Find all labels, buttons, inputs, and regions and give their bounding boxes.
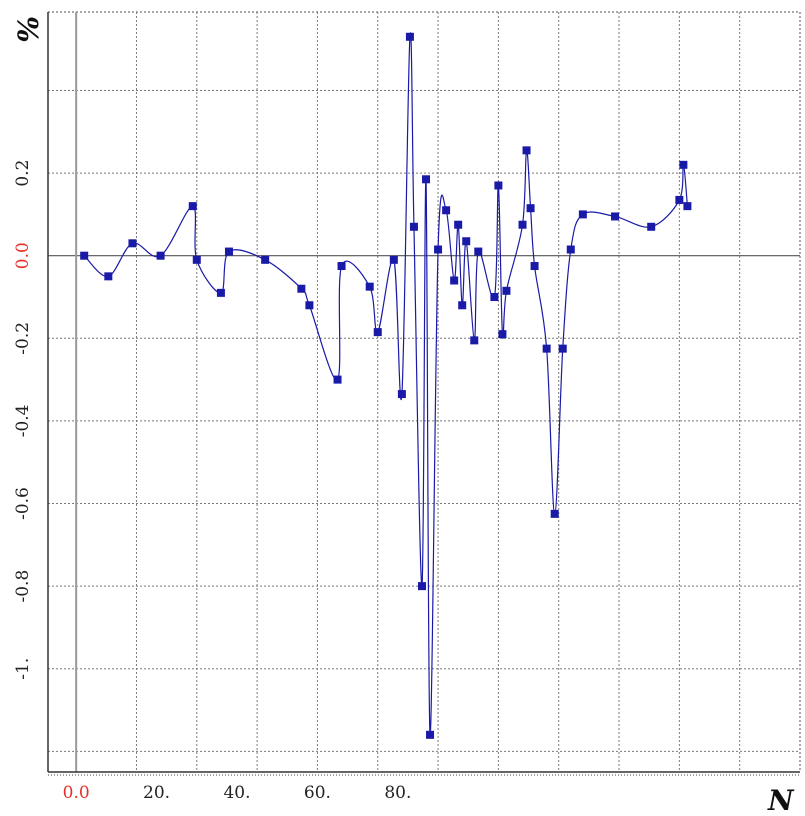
y-tick-label: -1. xyxy=(13,658,33,680)
data-point-marker xyxy=(104,272,113,281)
data-point-marker xyxy=(679,160,688,169)
y-tick-label: 0.0 xyxy=(13,242,33,269)
axes xyxy=(47,12,800,776)
data-point-marker xyxy=(458,301,467,310)
data-point-marker xyxy=(333,375,342,384)
series-layer xyxy=(80,32,692,739)
y-axis-label: % xyxy=(12,16,45,43)
data-point-marker xyxy=(426,730,435,739)
data-point-marker xyxy=(550,509,559,518)
data-point-marker xyxy=(530,262,539,271)
data-point-marker xyxy=(675,195,684,204)
data-point-marker xyxy=(417,582,426,591)
y-tick-label: 0.2 xyxy=(13,160,33,187)
y-tick-label: -0.8 xyxy=(13,570,33,603)
x-tick-label: 40. xyxy=(223,783,250,803)
series-line xyxy=(83,32,688,736)
data-point-marker xyxy=(522,146,531,155)
data-point-marker xyxy=(470,336,479,345)
data-point-marker xyxy=(578,210,587,219)
x-tick-label: 80. xyxy=(384,783,411,803)
tick-labels: 0.0 20. 40. 60. 80. 0.2 0.0 -0.2 -0.4 -0.6 -0.8 -1. xyxy=(13,160,411,803)
data-point-marker xyxy=(683,202,692,211)
x-tick-label: 20. xyxy=(143,783,170,803)
data-point-marker xyxy=(365,282,374,291)
data-point-marker xyxy=(128,239,137,248)
data-point-marker xyxy=(156,251,165,260)
data-point-marker xyxy=(474,247,483,256)
data-point-marker xyxy=(611,212,620,221)
data-point-marker xyxy=(434,245,443,254)
data-point-marker xyxy=(494,181,503,190)
data-point-marker xyxy=(337,262,346,271)
data-point-marker xyxy=(566,245,575,254)
data-point-marker xyxy=(454,220,463,229)
data-point-marker xyxy=(397,390,406,399)
data-point-marker xyxy=(297,284,306,293)
data-point-marker xyxy=(442,206,451,215)
data-point-marker xyxy=(409,222,418,231)
data-point-marker xyxy=(405,32,414,41)
data-point-marker xyxy=(542,344,551,353)
data-point-marker xyxy=(305,301,314,310)
data-point-marker xyxy=(80,251,89,260)
data-point-marker xyxy=(261,255,270,264)
data-point-marker xyxy=(526,204,535,213)
data-point-marker xyxy=(192,255,201,264)
data-point-marker xyxy=(450,276,459,285)
data-point-marker xyxy=(224,247,233,256)
x-tick-label: 0.0 xyxy=(63,783,90,803)
y-tick-label: -0.6 xyxy=(13,487,33,520)
data-point-marker xyxy=(647,222,656,231)
y-tick-label: -0.4 xyxy=(13,405,33,438)
data-point-marker xyxy=(422,175,431,184)
data-point-marker xyxy=(518,220,527,229)
data-point-marker xyxy=(389,255,398,264)
data-point-marker xyxy=(462,237,471,246)
data-point-marker xyxy=(373,328,382,337)
data-point-marker xyxy=(216,288,225,297)
data-point-marker xyxy=(188,202,197,211)
y-tick-label: -0.2 xyxy=(13,322,33,355)
x-axis-label: N xyxy=(767,784,795,816)
x-tick-label: 60. xyxy=(304,783,331,803)
data-point-marker xyxy=(490,293,499,301)
data-point-marker xyxy=(498,330,507,339)
data-point-marker xyxy=(558,344,567,353)
data-point-marker xyxy=(502,286,511,295)
